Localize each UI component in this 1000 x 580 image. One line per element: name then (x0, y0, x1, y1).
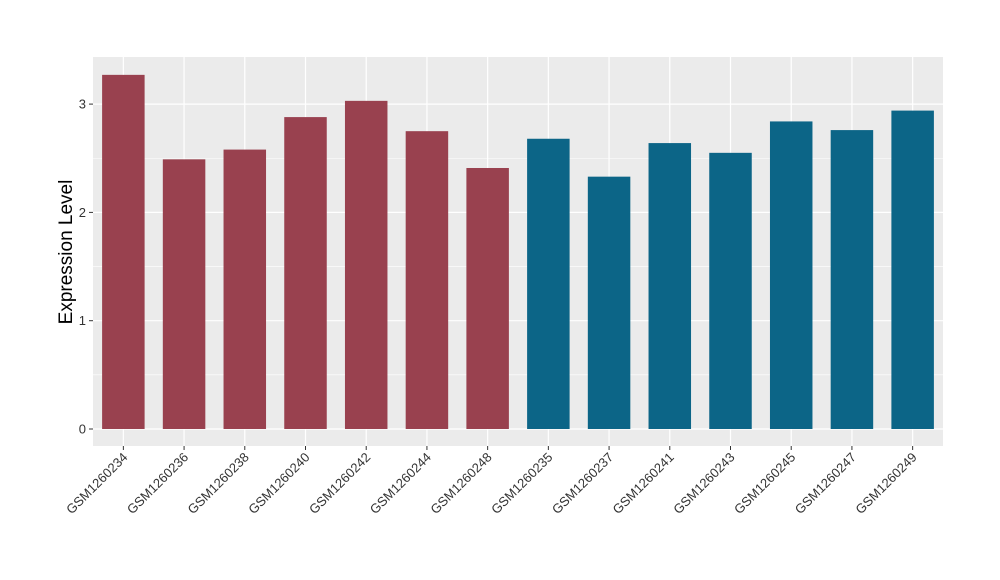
bars (102, 74, 934, 430)
x-tick-label: GSM1260241 (610, 450, 677, 517)
bar-GSM1260242 (344, 100, 388, 429)
x-tick-label: GSM1260238 (185, 450, 252, 517)
x-tick-label: GSM1260243 (670, 450, 737, 517)
plot-panel (93, 57, 943, 446)
bar-GSM1260243 (709, 152, 752, 429)
y-axis: 0 1 2 3 (79, 97, 93, 437)
bar-GSM1260245 (769, 121, 813, 429)
x-tick-label: GSM1260249 (852, 450, 919, 517)
x-tick-label: GSM1260242 (306, 450, 373, 517)
bar-GSM1260244 (405, 131, 449, 430)
x-tick-label: GSM1260244 (367, 450, 434, 517)
x-tick-label: GSM1260236 (124, 450, 191, 517)
bar-GSM1260249 (891, 110, 934, 430)
bar-GSM1260241 (648, 143, 692, 429)
x-tick-label: GSM1260237 (549, 450, 616, 517)
y-tick-label: 2 (79, 205, 86, 220)
x-tick-label: GSM1260235 (488, 450, 555, 517)
bar-GSM1260234 (102, 74, 145, 429)
bar-GSM1260237 (587, 176, 631, 429)
x-tick-label: GSM1260234 (63, 450, 130, 517)
x-tick-label: GSM1260248 (427, 450, 494, 517)
bar-GSM1260240 (284, 117, 327, 429)
bar-GSM1260235 (527, 138, 570, 430)
bar-GSM1260248 (466, 167, 509, 429)
x-tick-label: GSM1260240 (245, 450, 312, 517)
y-tick-label: 3 (79, 97, 86, 112)
y-axis-title: Expression Level (56, 180, 77, 325)
bar-GSM1260236 (162, 159, 206, 429)
x-axis: GSM1260234GSM1260236GSM1260238GSM1260240… (63, 446, 920, 517)
bar-GSM1260247 (830, 130, 874, 430)
x-tick-label: GSM1260247 (792, 450, 859, 517)
x-tick-label: GSM1260245 (731, 450, 798, 517)
bar-GSM1260238 (223, 149, 267, 429)
y-tick-label: 0 (79, 422, 86, 437)
y-tick-label: 1 (79, 313, 86, 328)
